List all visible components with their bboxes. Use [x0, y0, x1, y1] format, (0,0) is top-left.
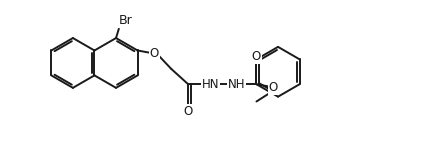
Text: NH: NH [228, 78, 245, 91]
Text: HN: HN [202, 78, 219, 91]
Text: O: O [269, 81, 278, 94]
Text: O: O [150, 47, 159, 60]
Text: Br: Br [119, 14, 133, 27]
Text: O: O [252, 50, 261, 63]
Text: O: O [184, 105, 193, 118]
